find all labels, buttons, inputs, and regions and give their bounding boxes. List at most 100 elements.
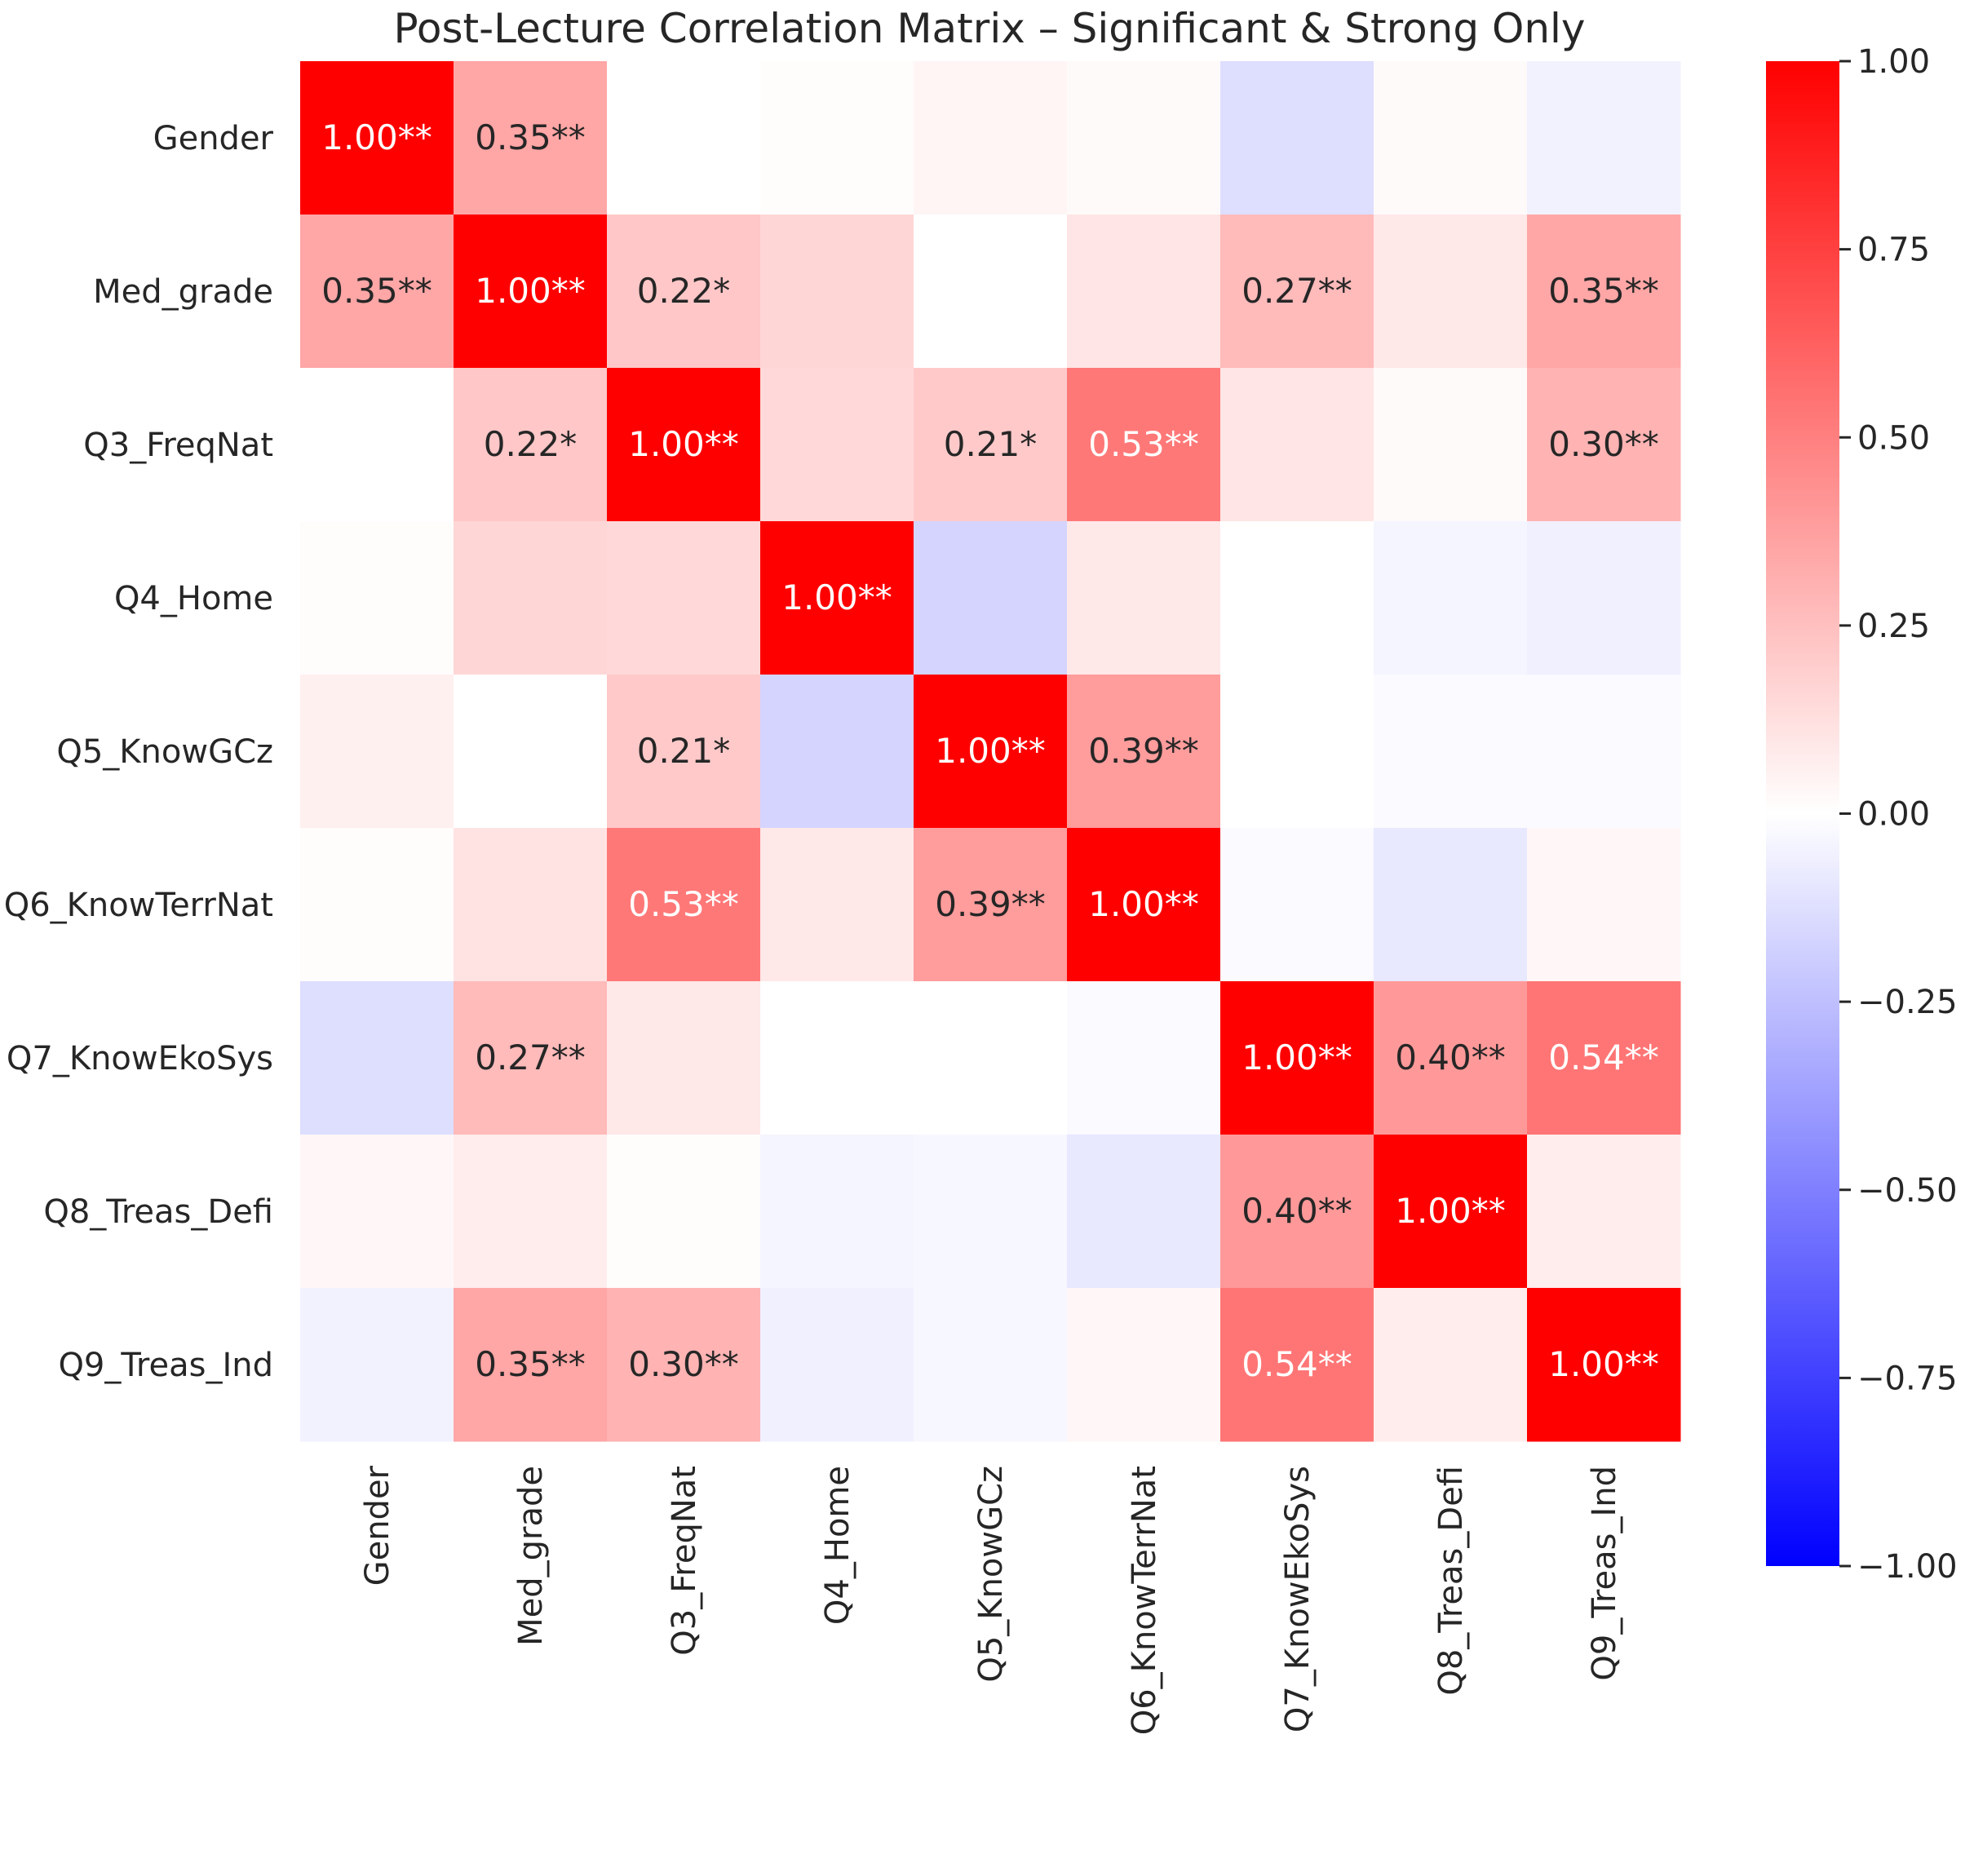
colorbar-gradient	[1766, 61, 1839, 1566]
cell-value-label: 0.22*	[484, 424, 578, 464]
cell-value-label: 0.35**	[321, 271, 432, 311]
heatmap-cell	[454, 675, 608, 829]
cell-value-label: 0.27**	[1241, 271, 1352, 311]
y-tick-label: Q8_Treas_Defi	[43, 1193, 273, 1231]
x-tick-label: Q9_Treas_Ind	[1586, 1466, 1623, 1681]
heatmap-cell	[1527, 1288, 1681, 1442]
heatmap-cell	[300, 828, 454, 982]
y-tick-label: Med_grade	[93, 273, 273, 311]
chart-title: Post-Lecture Correlation Matrix – Signif…	[394, 5, 1586, 52]
cell-value-label: 0.27**	[475, 1038, 586, 1077]
cell-value-label: 0.53**	[1088, 424, 1199, 464]
y-tick-label: Q7_KnowEkoSys	[7, 1040, 273, 1077]
heatmap-cell	[454, 368, 608, 522]
y-tick-label: Q9_Treas_Ind	[58, 1347, 273, 1384]
heatmap-cell	[1374, 675, 1528, 829]
cell-value-label: 1.00**	[1548, 1344, 1659, 1384]
heatmap-cell	[454, 215, 608, 369]
heatmap-cell	[1220, 981, 1374, 1135]
heatmap-cell	[454, 828, 608, 982]
y-tick-label: Q4_Home	[114, 580, 273, 617]
heatmap-cell	[1374, 368, 1528, 522]
heatmap-cell	[300, 61, 454, 215]
colorbar-tick-label: 0.25	[1857, 608, 1930, 645]
colorbar-tick-label: −0.25	[1857, 984, 1958, 1021]
heatmap-cell	[760, 61, 914, 215]
heatmap-cell	[760, 368, 914, 522]
heatmap-cell-labels: 1.00** 0.35** 0.35** 1.00** 0.22* 0.27** 0.35*…	[321, 117, 1659, 1384]
heatmap-cell	[1374, 1288, 1528, 1442]
cell-value-label: 0.39**	[1088, 731, 1199, 771]
x-tick-label: Q6_KnowTerrNat	[1126, 1466, 1163, 1735]
colorbar-tick-label: 0.50	[1857, 419, 1930, 457]
heatmap-cell	[1527, 521, 1681, 675]
heatmap-cell	[1527, 61, 1681, 215]
heatmap-cell	[1374, 1135, 1528, 1289]
heatmap-cell	[760, 675, 914, 829]
colorbar: 1.00 0.75 0.50 0.25 0.00 −0.25 −0.50 −0.75 −1.00	[1766, 43, 1958, 1586]
heatmap-cell	[1220, 828, 1374, 982]
heatmap-cell	[1527, 1135, 1681, 1289]
heatmap-cell	[914, 981, 1068, 1135]
colorbar-tick-label: 0.75	[1857, 232, 1930, 269]
cell-value-label: 0.35**	[475, 117, 586, 157]
cell-value-label: 0.21*	[944, 424, 1038, 464]
heatmap-cell	[1374, 521, 1528, 675]
heatmap-cell	[914, 828, 1068, 982]
y-axis-tick-labels: Gender Med_grade Q3_FreqNat Q4_Home Q5_KnowG…	[4, 120, 274, 1384]
y-tick-label: Q5_KnowGCz	[56, 733, 273, 771]
heatmap-cell	[1067, 61, 1221, 215]
cell-value-label: 1.00**	[628, 424, 739, 464]
heatmap-cell	[607, 981, 761, 1135]
heatmap-cell	[1220, 368, 1374, 522]
heatmap-cell	[914, 368, 1068, 522]
heatmap-cell	[914, 675, 1068, 829]
heatmap-cell	[1067, 521, 1221, 675]
heatmap-cell	[454, 1135, 608, 1289]
cell-value-label: 1.00**	[935, 731, 1046, 771]
heatmap-cell	[1527, 828, 1681, 982]
cell-value-label: 0.54**	[1548, 1038, 1659, 1077]
heatmap-cell	[454, 61, 608, 215]
heatmap-cell	[607, 675, 761, 829]
heatmap-cell	[1067, 368, 1221, 522]
heatmap-cell	[1067, 1135, 1221, 1289]
cell-value-label: 0.53**	[628, 884, 739, 924]
heatmap-cell	[1220, 1288, 1374, 1442]
heatmap-cell	[607, 61, 761, 215]
heatmap-cell	[1220, 215, 1374, 369]
heatmap-cell	[760, 521, 914, 675]
cell-value-label: 0.35**	[475, 1344, 586, 1384]
colorbar-ticks: 1.00 0.75 0.50 0.25 0.00 −0.25 −0.50 −0.75 −1.00	[1839, 43, 1958, 1586]
x-tick-label: Med_grade	[512, 1466, 550, 1646]
x-tick-label: Q5_KnowGCz	[972, 1466, 1010, 1683]
heatmap-cell	[760, 981, 914, 1135]
heatmap-cell	[1067, 1288, 1221, 1442]
heatmap-cell	[914, 1135, 1068, 1289]
heatmap-cell	[1374, 981, 1528, 1135]
heatmap-cell	[607, 521, 761, 675]
heatmap-cell	[914, 61, 1068, 215]
cell-value-label: 0.35**	[1548, 271, 1659, 311]
cell-value-label: 0.30**	[628, 1344, 739, 1384]
x-tick-label: Q4_Home	[819, 1466, 856, 1625]
heatmap-cell	[1220, 521, 1374, 675]
heatmap-cell	[1374, 215, 1528, 369]
heatmap-cell	[914, 1288, 1068, 1442]
colorbar-tick-label: 0.00	[1857, 796, 1930, 834]
heatmap-cell	[607, 1135, 761, 1289]
heatmap-cell	[1527, 981, 1681, 1135]
y-tick-label: Gender	[153, 120, 274, 157]
heatmap-cell	[300, 1288, 454, 1442]
heatmap-cell	[914, 215, 1068, 369]
heatmap-cell	[1220, 61, 1374, 215]
x-tick-label: Q8_Treas_Defi	[1432, 1466, 1470, 1696]
x-tick-label: Q7_KnowEkoSys	[1279, 1466, 1317, 1732]
heatmap-cell	[1067, 828, 1221, 982]
heatmap-cell	[300, 1135, 454, 1289]
heatmap-cell	[607, 828, 761, 982]
heatmap-cell	[607, 215, 761, 369]
heatmap-cell	[1067, 675, 1221, 829]
x-axis-tick-labels: Gender Med_grade Q3_FreqNat Q4_Home Q5_KnowG…	[359, 1465, 1623, 1735]
